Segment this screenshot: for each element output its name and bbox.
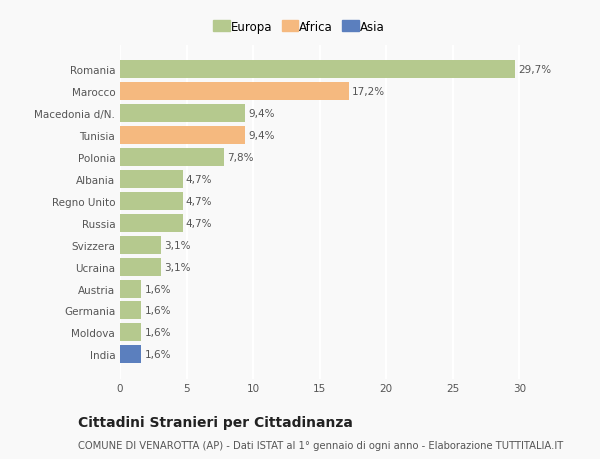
Text: 1,6%: 1,6% [145, 306, 171, 316]
Bar [120, 170, 182, 189]
Bar [120, 346, 142, 364]
Text: 3,1%: 3,1% [164, 262, 191, 272]
Bar [120, 324, 142, 341]
Bar [120, 83, 349, 101]
Text: COMUNE DI VENAROTTA (AP) - Dati ISTAT al 1° gennaio di ogni anno - Elaborazione : COMUNE DI VENAROTTA (AP) - Dati ISTAT al… [78, 440, 563, 450]
Text: 1,6%: 1,6% [145, 350, 171, 359]
Text: 1,6%: 1,6% [145, 284, 171, 294]
Text: 9,4%: 9,4% [248, 131, 275, 140]
Text: Cittadini Stranieri per Cittadinanza: Cittadini Stranieri per Cittadinanza [78, 415, 353, 429]
Bar [120, 258, 161, 276]
Text: 29,7%: 29,7% [519, 65, 552, 75]
Bar [120, 302, 142, 320]
Text: 9,4%: 9,4% [248, 109, 275, 119]
Text: 1,6%: 1,6% [145, 328, 171, 338]
Text: 7,8%: 7,8% [227, 152, 254, 162]
Text: 17,2%: 17,2% [352, 87, 385, 97]
Bar [120, 280, 142, 298]
Text: 4,7%: 4,7% [186, 174, 212, 185]
Text: 4,7%: 4,7% [186, 196, 212, 207]
Bar [120, 149, 224, 167]
Bar [120, 61, 515, 79]
Bar [120, 105, 245, 123]
Bar [120, 214, 182, 232]
Bar [120, 236, 161, 254]
Text: 3,1%: 3,1% [164, 240, 191, 250]
Legend: Europa, Africa, Asia: Europa, Africa, Asia [211, 18, 387, 36]
Bar [120, 192, 182, 210]
Text: 4,7%: 4,7% [186, 218, 212, 228]
Bar [120, 127, 245, 145]
